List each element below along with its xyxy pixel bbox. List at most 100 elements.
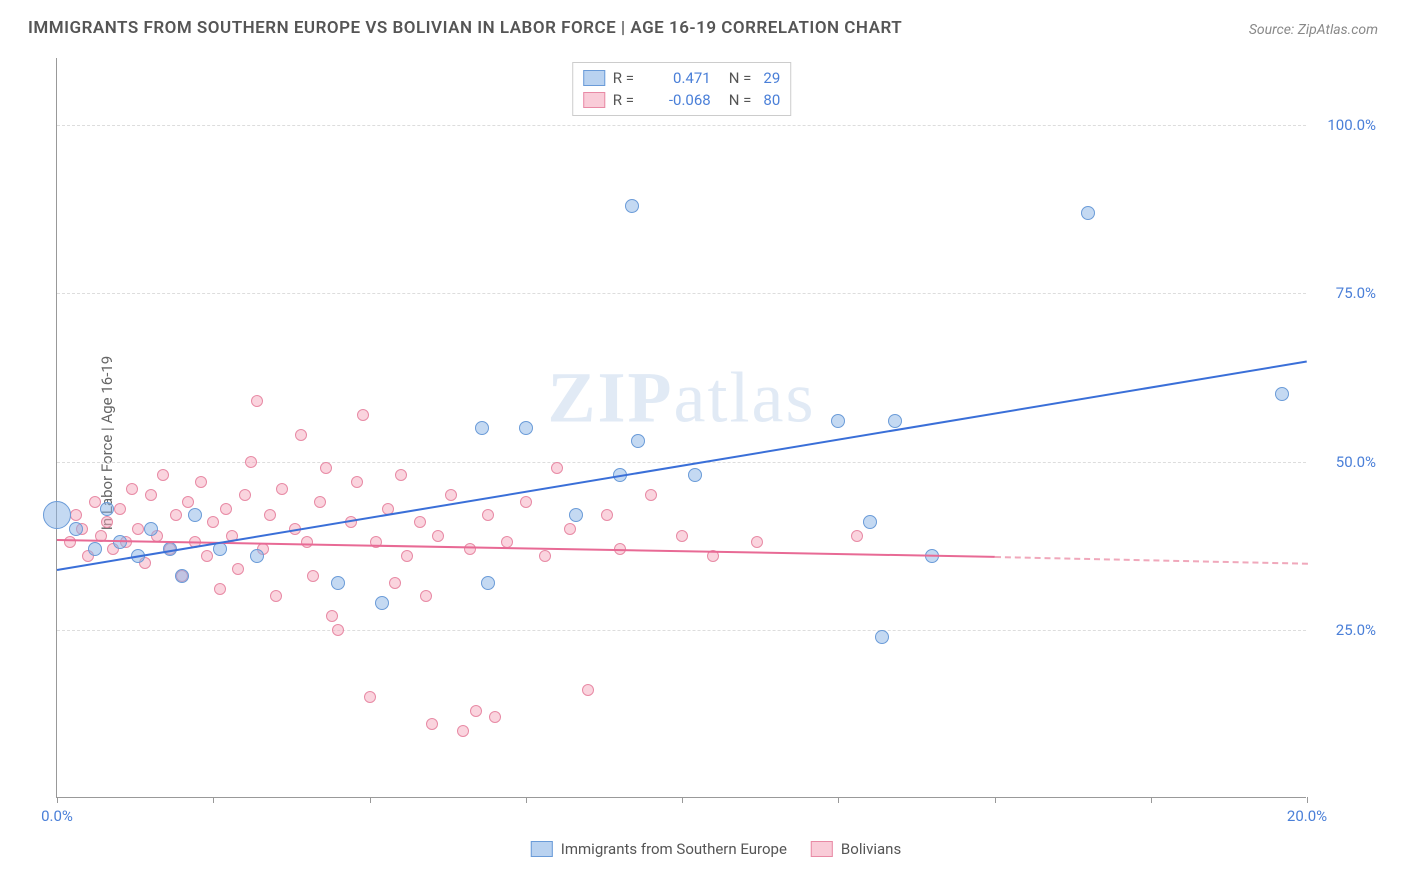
data-point bbox=[625, 199, 639, 213]
data-point bbox=[145, 489, 157, 501]
data-point bbox=[100, 502, 114, 516]
legend-n-blue: 29 bbox=[763, 69, 780, 87]
data-point bbox=[251, 395, 263, 407]
x-tick bbox=[526, 797, 527, 803]
data-point bbox=[250, 549, 264, 563]
data-point bbox=[43, 501, 71, 529]
data-point bbox=[582, 684, 594, 696]
data-point bbox=[195, 476, 207, 488]
x-tick-label: 20.0% bbox=[1287, 807, 1327, 825]
data-point bbox=[551, 462, 563, 474]
data-point bbox=[245, 456, 257, 468]
legend-n-pink: 80 bbox=[763, 91, 780, 109]
data-point bbox=[276, 483, 288, 495]
data-point bbox=[688, 468, 702, 482]
x-tick-label: 0.0% bbox=[41, 807, 73, 825]
data-point bbox=[475, 421, 489, 435]
legend-r-pink: -0.068 bbox=[651, 91, 711, 109]
x-tick bbox=[213, 797, 214, 803]
data-point bbox=[232, 563, 244, 575]
data-point bbox=[445, 489, 457, 501]
data-point bbox=[314, 496, 326, 508]
data-point bbox=[89, 496, 101, 508]
data-point bbox=[863, 515, 877, 529]
data-point bbox=[113, 535, 127, 549]
x-tick bbox=[682, 797, 683, 803]
data-point bbox=[364, 691, 376, 703]
data-point bbox=[464, 543, 476, 555]
data-point bbox=[831, 414, 845, 428]
data-point bbox=[432, 530, 444, 542]
data-point bbox=[420, 590, 432, 602]
legend-label-pink: Bolivians bbox=[841, 840, 901, 858]
legend-swatch-pink bbox=[811, 841, 833, 857]
data-point bbox=[676, 530, 688, 542]
data-point bbox=[170, 509, 182, 521]
data-point bbox=[182, 496, 194, 508]
x-tick bbox=[370, 797, 371, 803]
legend-r-label: R = bbox=[613, 91, 643, 109]
x-tick bbox=[1307, 797, 1308, 803]
legend-bottom: Immigrants from Southern Europe Bolivian… bbox=[531, 840, 901, 858]
legend-n-label: N = bbox=[729, 69, 752, 87]
data-point bbox=[126, 483, 138, 495]
data-point bbox=[320, 462, 332, 474]
data-point bbox=[569, 508, 583, 522]
grid-line bbox=[57, 630, 1306, 631]
grid-line bbox=[57, 125, 1306, 126]
plot-area: ZIPatlas R = 0.471 N = 29 R = -0.068 N =… bbox=[56, 58, 1306, 798]
data-point bbox=[144, 522, 158, 536]
y-tick-label: 50.0% bbox=[1316, 453, 1376, 471]
data-point bbox=[520, 496, 532, 508]
data-point bbox=[426, 718, 438, 730]
legend-r-label: R = bbox=[613, 69, 643, 87]
y-tick-label: 25.0% bbox=[1316, 621, 1376, 639]
data-point bbox=[401, 550, 413, 562]
legend-label-blue: Immigrants from Southern Europe bbox=[561, 840, 787, 858]
data-point bbox=[331, 576, 345, 590]
data-point bbox=[351, 476, 363, 488]
data-point bbox=[414, 516, 426, 528]
data-point bbox=[395, 469, 407, 481]
data-point bbox=[645, 489, 657, 501]
data-point bbox=[70, 509, 82, 521]
data-point bbox=[482, 509, 494, 521]
source-label: Source: ZipAtlas.com bbox=[1249, 22, 1378, 38]
data-point bbox=[601, 509, 613, 521]
data-point bbox=[157, 469, 169, 481]
data-point bbox=[188, 508, 202, 522]
data-point bbox=[481, 576, 495, 590]
chart-title: IMMIGRANTS FROM SOUTHERN EUROPE VS BOLIV… bbox=[28, 18, 902, 38]
data-point bbox=[631, 434, 645, 448]
legend-item-pink: Bolivians bbox=[811, 840, 901, 858]
watermark: ZIPatlas bbox=[548, 356, 816, 439]
data-point bbox=[264, 509, 276, 521]
data-point bbox=[389, 577, 401, 589]
legend-item-blue: Immigrants from Southern Europe bbox=[531, 840, 787, 858]
x-tick bbox=[838, 797, 839, 803]
data-point bbox=[539, 550, 551, 562]
data-point bbox=[751, 536, 763, 548]
y-tick-label: 100.0% bbox=[1316, 116, 1376, 134]
data-point bbox=[175, 569, 189, 583]
x-tick bbox=[57, 797, 58, 803]
data-point bbox=[332, 624, 344, 636]
data-point bbox=[489, 711, 501, 723]
data-point bbox=[301, 536, 313, 548]
data-point bbox=[132, 523, 144, 535]
data-point bbox=[201, 550, 213, 562]
data-point bbox=[69, 522, 83, 536]
data-point bbox=[357, 409, 369, 421]
legend-row-blue: R = 0.471 N = 29 bbox=[583, 67, 781, 89]
data-point bbox=[88, 542, 102, 556]
data-point bbox=[214, 583, 226, 595]
data-point bbox=[326, 610, 338, 622]
legend-correlation: R = 0.471 N = 29 R = -0.068 N = 80 bbox=[572, 62, 792, 116]
legend-r-blue: 0.471 bbox=[651, 69, 711, 87]
data-point bbox=[851, 530, 863, 542]
trend-line bbox=[994, 556, 1307, 565]
trend-line bbox=[57, 539, 995, 558]
data-point bbox=[101, 516, 113, 528]
data-point bbox=[888, 414, 902, 428]
legend-swatch-blue bbox=[531, 841, 553, 857]
